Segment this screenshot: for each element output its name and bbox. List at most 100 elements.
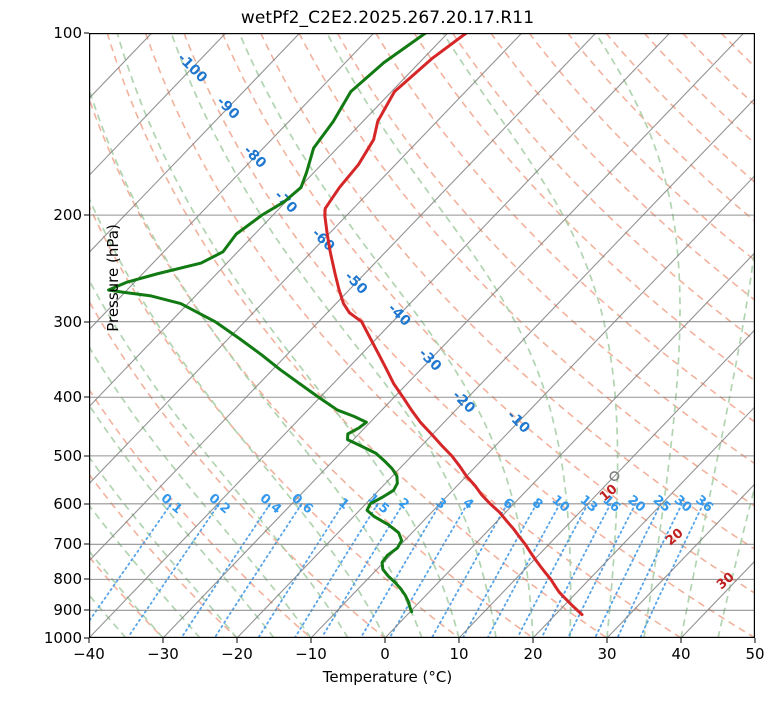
axis-frame [89, 33, 755, 638]
mixing-ratio-line [294, 502, 379, 638]
isotherm-line [310, 174, 755, 638]
dry-adiabat-line [298, 33, 755, 508]
moist-adiabat-line [238, 33, 534, 638]
mixing-ratio-line [258, 502, 345, 638]
isotherm-line [532, 405, 755, 638]
x-tick-label: −20 [221, 645, 253, 663]
dry-adiabat-line [89, 96, 534, 638]
y-tick-label: 700 [53, 535, 82, 554]
x-tick-mark [754, 638, 756, 643]
isotherm-line [89, 33, 227, 177]
x-tick-label: −30 [147, 645, 179, 663]
mixing-ratio-line [567, 502, 637, 638]
isotherm-line [89, 33, 597, 562]
skewt-canvas: -100-90-80-70-60-50-40-30-20-100.1 0.2 0.4… [89, 33, 755, 638]
x-tick-mark [310, 638, 312, 643]
isotherm-line [236, 97, 755, 638]
dry-adiabat-line [605, 33, 755, 184]
x-tick-mark [532, 638, 534, 643]
y-tick-label: 500 [53, 446, 82, 465]
isotherm-line [606, 483, 755, 638]
mixing-ratio-line [181, 502, 272, 638]
moist-adiabat-line [89, 86, 423, 638]
mixing-ratio-line [127, 502, 220, 638]
dry-adiabat-line [183, 33, 755, 638]
y-tick-label: 400 [53, 388, 82, 407]
moist-adiabat-line [89, 196, 386, 638]
y-tick-mark [84, 32, 89, 34]
mixing-ratio-line [462, 502, 538, 638]
x-tick-mark [680, 638, 682, 643]
moist-adiabat-line [89, 455, 238, 638]
plot-area: Pressure (hPa) -100 -90 -80 -70 -60 -50 -40 -30… [44, 24, 765, 663]
x-tick-label: 30 [597, 645, 617, 663]
mixing-ratio-line [389, 502, 469, 638]
y-tick-mark [84, 503, 89, 505]
y-tick-mark [84, 578, 89, 580]
mixing-ratio-line [487, 502, 561, 638]
dewpoint-profile-line [107, 33, 428, 614]
isotherm-line [89, 33, 449, 408]
y-tick-mark [84, 396, 89, 398]
y-tick-label: 300 [53, 312, 82, 331]
x-tick-mark [88, 638, 90, 643]
moist-adiabat-line [89, 278, 349, 638]
dry-adiabat-line [89, 299, 386, 638]
mixing-ratio-line [617, 502, 683, 638]
x-tick-label: −40 [73, 645, 105, 663]
profile-group [107, 33, 620, 617]
moist-adiabat-line [326, 33, 572, 638]
isotherm-line [89, 33, 375, 331]
y-tick-mark [84, 214, 89, 216]
x-tick-mark [384, 638, 386, 643]
x-axis-label: Temperature (°C) [322, 668, 453, 686]
x-tick-label: 20 [523, 645, 543, 663]
mixing-ratio-line [89, 502, 173, 623]
y-tick-label: 200 [53, 206, 82, 225]
dry-adiabat-line [89, 204, 460, 638]
y-tick-label: 800 [53, 570, 82, 589]
mixing-ratio-line [431, 502, 509, 638]
x-tick-label: 40 [671, 645, 691, 663]
grid-group: -100-90-80-70-60-50-40-30-20-100.1 0.2 0.4… [89, 33, 755, 638]
mixing-ratio-line [541, 502, 612, 638]
y-tick-mark [84, 455, 89, 457]
mixing-ratio-line [594, 502, 662, 638]
mixing-ratio-line [517, 502, 589, 638]
y-axis-label: Pressure (hPa) [104, 224, 122, 332]
isotherm-line [89, 33, 523, 485]
isotherm-line [384, 251, 755, 638]
y-tick-label: 900 [53, 601, 82, 620]
moist-adiabat-line [594, 33, 681, 638]
isotherm-line [89, 33, 301, 254]
dry-adiabat-line [221, 33, 755, 595]
x-tick-label: 50 [745, 645, 765, 663]
x-tick-label: 10 [449, 645, 469, 663]
moist-adiabat-line [89, 345, 312, 638]
x-tick-label: −10 [295, 645, 327, 663]
y-tick-mark [84, 609, 89, 611]
dry-adiabat-line [413, 33, 755, 382]
x-tick-mark [458, 638, 460, 643]
mixing-ratio-line [360, 502, 442, 638]
dry-adiabat-line [259, 33, 755, 551]
isotherm-line [89, 33, 671, 638]
x-tick-mark [162, 638, 164, 643]
dry-adiabat-line [451, 33, 755, 342]
dry-adiabat-line [144, 33, 682, 638]
dry-adiabat-line [375, 33, 755, 424]
y-tick-mark [84, 637, 89, 639]
y-tick-label: 100 [53, 24, 82, 42]
y-tick-mark [84, 543, 89, 545]
dry-adiabat-line [566, 33, 755, 223]
x-tick-mark [236, 638, 238, 643]
temperature-profile-line [323, 33, 584, 617]
page-title: wetPf2_C2E2.2025.267.20.17.R11 [240, 8, 535, 28]
mixing-ratio-line [214, 502, 303, 638]
moist-adiabat-line [89, 403, 275, 638]
lcl-marker [609, 471, 620, 482]
x-tick-label: 0 [380, 645, 390, 663]
moist-adiabat-line [442, 33, 619, 638]
isotherm-line [458, 328, 755, 638]
